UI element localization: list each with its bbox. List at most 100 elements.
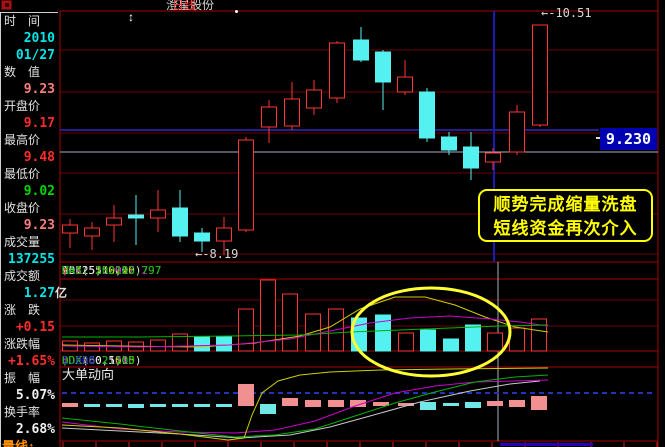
quote-value: +1.65% [8, 354, 55, 369]
volume-bar[interactable] [238, 308, 254, 352]
quote-label: 成交额 [4, 269, 41, 283]
ddx-indicator-segment: DDX2: 2.240 [62, 354, 135, 367]
candle[interactable] [238, 139, 254, 231]
quote-label: 振 幅 [4, 371, 41, 385]
candle[interactable] [261, 106, 277, 128]
ddx-order-block [238, 384, 254, 406]
ddx-order-block [305, 400, 321, 407]
ddx-order-block [260, 404, 276, 414]
ddx1-line [61, 367, 549, 441]
candle[interactable] [284, 98, 300, 127]
volume-bar[interactable] [465, 324, 481, 352]
candle[interactable] [150, 209, 166, 219]
ddx-order-block [487, 401, 503, 406]
candle[interactable] [62, 224, 78, 234]
vol-indicator-segment: ↓ [62, 264, 69, 277]
volume-bar[interactable] [420, 329, 436, 352]
candle[interactable] [106, 217, 122, 226]
candle[interactable] [128, 214, 144, 219]
quote-value: +0.15 [15, 320, 55, 335]
candle[interactable] [172, 207, 188, 237]
vol-indicator-segment: 137255.000 [62, 264, 129, 277]
ddx-order-block [282, 398, 298, 406]
volume-bar[interactable] [531, 318, 547, 352]
ddx-order-block [373, 402, 389, 406]
vol-ma1-line [61, 296, 549, 348]
ddx-indicator-segment: DDX3: 2.100 [62, 354, 135, 367]
sidebar-clipped-text: 量线↑ [2, 439, 35, 447]
ddx-indicator-segment: DDX: 0.150 [62, 354, 129, 367]
vol-ma3-line [62, 324, 549, 338]
volume-bar[interactable] [150, 339, 166, 352]
candle[interactable] [306, 89, 322, 109]
ddx-order-block [172, 404, 188, 407]
volume-bar[interactable] [216, 336, 232, 352]
candle[interactable] [532, 24, 548, 126]
ddx-order-block [398, 403, 414, 406]
highlight-ellipse [350, 286, 512, 378]
callout-line1: 顺势完成缩量洗盘 [493, 195, 638, 214]
ddx-indicator-segment: ↑ [62, 354, 69, 367]
ddx-indicator-segment: ↑ [62, 354, 69, 367]
ddx-order-block [420, 402, 436, 410]
candle[interactable] [329, 42, 345, 99]
vol-indicator-segment: , [62, 264, 69, 277]
candle[interactable] [485, 152, 501, 163]
volume-bar[interactable] [443, 338, 459, 352]
quote-label: 涨 跌 [4, 303, 41, 317]
candle[interactable] [509, 111, 525, 153]
volume-bar[interactable] [84, 342, 100, 352]
big-order-label: 大单动向 [62, 367, 115, 382]
candle[interactable] [194, 232, 210, 242]
vol-indicator-segment: MA1: 150216.797 [62, 264, 162, 277]
candle[interactable] [463, 146, 479, 169]
candle[interactable] [84, 227, 100, 237]
ddx-order-block [531, 396, 547, 410]
high-price-annotation: ←-10.51 [541, 6, 592, 20]
callout-line2: 短线资金再次介入 [493, 219, 638, 238]
ddx-line [61, 380, 541, 439]
vol-indicator-segment: ↓ [62, 264, 69, 277]
volume-bar[interactable] [375, 314, 391, 352]
ddx-order-block [194, 404, 210, 407]
quote-value: 9.23 [23, 218, 55, 233]
candle[interactable] [441, 136, 457, 151]
quote-value: 01/27 [15, 48, 55, 63]
last-price-tag: 9.230 [600, 128, 657, 150]
quote-label: 数 值 [4, 65, 41, 79]
quote-value: 9.23 [23, 82, 55, 97]
volume-bar[interactable] [260, 279, 276, 352]
ddx-indicator-segment: , [62, 354, 69, 367]
candle[interactable] [216, 227, 232, 242]
volume-bar[interactable] [398, 332, 414, 352]
quote-value: 2.68% [15, 422, 55, 437]
volume-bar[interactable] [487, 332, 503, 352]
vol-indicator-segment: MA3: 202183.797 [62, 264, 162, 277]
volume-bar[interactable] [509, 327, 525, 352]
low-price-annotation: ←-8.19 [195, 247, 239, 261]
quote-value: 9.48 [23, 150, 55, 165]
quote-value: 5.07% [15, 388, 55, 403]
candle[interactable] [419, 91, 435, 139]
quote-label: 最低价 [4, 167, 41, 181]
candle[interactable] [353, 39, 369, 61]
candle[interactable] [375, 51, 391, 83]
ddx-indicator-segment: DDX(60,5,10) [62, 354, 142, 367]
ddx-order-block [84, 404, 100, 407]
quote-value: 9.02 [23, 184, 55, 199]
candle[interactable] [397, 76, 413, 93]
volume-bar[interactable] [194, 336, 210, 352]
analysis-callout: 顺势完成缩量洗盘 短线资金再次介入 [478, 189, 653, 242]
marker-dot [235, 10, 238, 13]
bottom-scroll-bar[interactable] [500, 443, 593, 446]
quote-label: 成交量 [4, 235, 41, 249]
volume-bar[interactable] [282, 293, 298, 352]
ddx-order-block [62, 403, 78, 407]
app-icon[interactable] [1, 0, 12, 10]
ddx-order-block [350, 400, 366, 407]
quote-value: 2010 [23, 31, 55, 46]
price-tag-tick [596, 137, 600, 139]
period-label: 日线 [172, 0, 197, 12]
